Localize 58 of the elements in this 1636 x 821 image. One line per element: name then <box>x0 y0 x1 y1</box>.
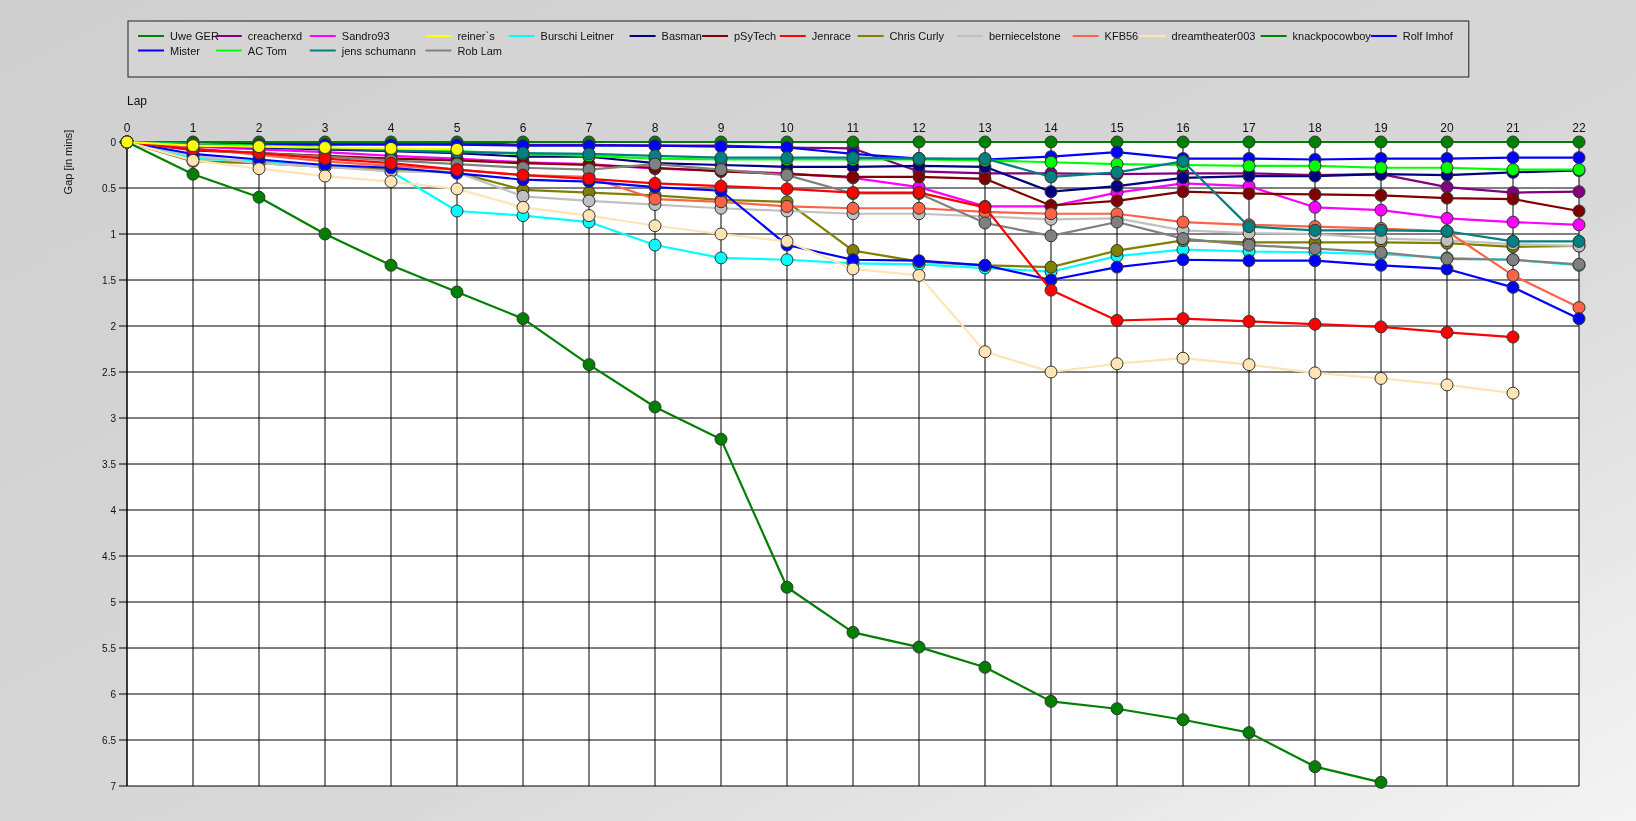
legend-label: creacherxd <box>247 30 303 42</box>
y-tick-label: 2.5 <box>102 366 117 378</box>
legend-label: KFB56 <box>1104 30 1139 42</box>
y-tick-label: 0.5 <box>102 182 117 194</box>
legend-label: Burschi Leitner <box>540 30 615 42</box>
legend-label: Rob Lam <box>457 44 503 57</box>
y-tick-label: 5 <box>110 596 117 608</box>
x-tick-label: 13 <box>978 121 992 135</box>
x-tick-label: 18 <box>1308 121 1322 135</box>
legend-label: knackpocowboy <box>1292 30 1372 42</box>
y-tick-label: 1.5 <box>102 274 117 286</box>
legend-label: reiner`s <box>457 30 496 42</box>
x-tick-label: 17 <box>1242 121 1256 135</box>
x-tick-label: 20 <box>1440 121 1454 135</box>
x-tick-label: 10 <box>780 121 794 135</box>
y-tick-label: 7 <box>110 780 117 792</box>
x-tick-label: 12 <box>912 121 926 135</box>
y-tick-label: 6 <box>110 688 117 700</box>
legend-label: jens schumann <box>340 44 416 57</box>
x-tick-label: 3 <box>321 121 329 135</box>
legend-label: Jenrace <box>811 30 851 42</box>
legend-label: AC Tom <box>247 44 287 57</box>
legend-label: dreamtheater003 <box>1171 30 1256 42</box>
legend-label: Uwe GER <box>170 30 219 42</box>
legend-label: Mister <box>170 44 201 57</box>
y-tick-label: 6.5 <box>102 734 117 746</box>
x-tick-label: 16 <box>1176 121 1190 135</box>
y-tick-label: 2 <box>110 320 117 332</box>
x-tick-label: 2 <box>255 121 263 135</box>
x-axis-title: Lap <box>127 94 148 108</box>
x-tick-label: 14 <box>1044 121 1058 135</box>
x-tick-label: 11 <box>846 121 860 135</box>
x-tick-label: 9 <box>717 121 725 135</box>
y-tick-label: 4 <box>110 504 117 516</box>
legend-label: Rolf Imhof <box>1402 30 1454 42</box>
legend-label: Basman <box>661 30 702 42</box>
y-tick-label: 1 <box>110 228 117 240</box>
y-tick-label: 4.5 <box>102 550 117 562</box>
y-tick-label: 3.5 <box>102 458 117 470</box>
x-tick-label: 22 <box>1572 121 1586 135</box>
x-tick-label: 6 <box>519 121 527 135</box>
x-tick-label: 8 <box>651 121 659 135</box>
x-tick-label: 5 <box>453 121 461 135</box>
legend-label: pSyTech <box>734 30 777 42</box>
x-tick-label: 4 <box>387 121 395 135</box>
x-tick-label: 21 <box>1506 121 1520 135</box>
y-tick-label: 0 <box>110 136 117 148</box>
y-tick-label: 3 <box>110 412 117 424</box>
x-tick-label: 15 <box>1110 121 1124 135</box>
x-tick-label: 19 <box>1374 121 1388 135</box>
x-tick-label: 0 <box>123 121 131 135</box>
legend-label: Sandro93 <box>341 30 390 42</box>
y-tick-label: 5.5 <box>102 642 117 654</box>
x-tick-label: 1 <box>189 121 197 135</box>
legend-label: berniecelstone <box>989 30 1061 42</box>
x-tick-label: 7 <box>585 121 593 135</box>
legend-label: Chris Curly <box>889 30 945 42</box>
y-axis-title: Gap [in mins] <box>62 129 74 195</box>
